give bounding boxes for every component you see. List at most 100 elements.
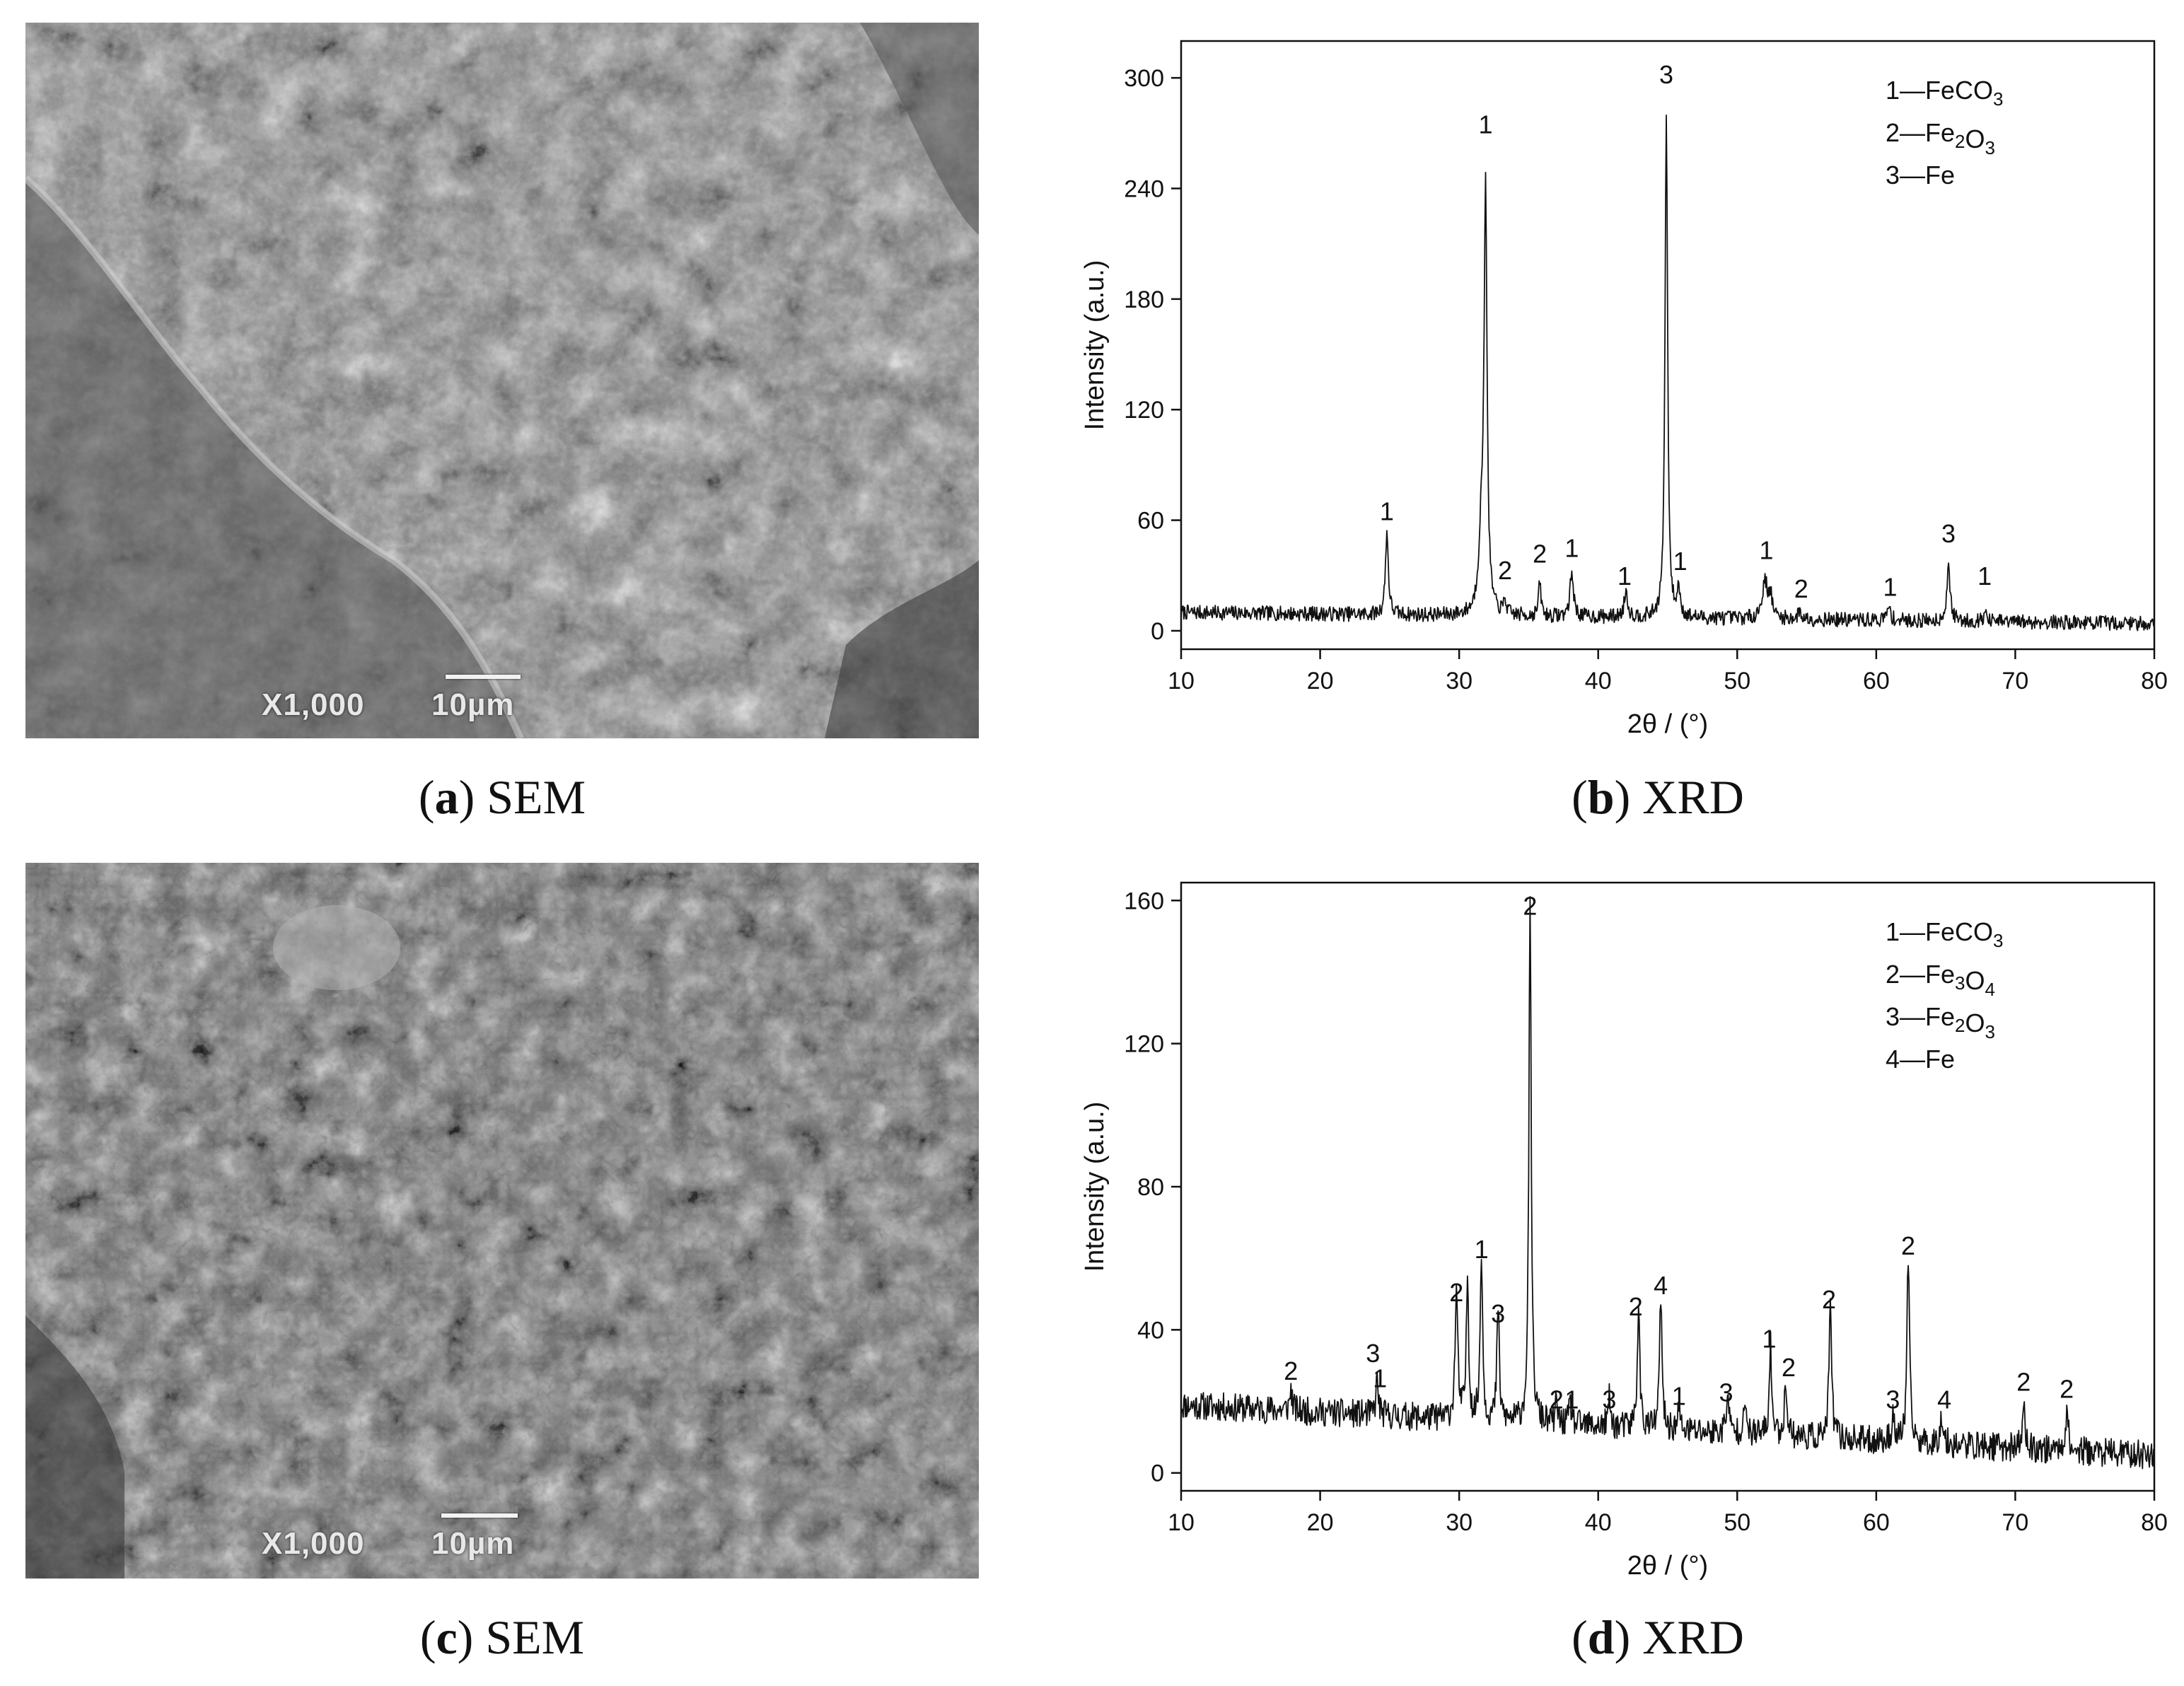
peak-annotation: 2 — [1498, 556, 1512, 585]
xrd-chart-d: 10 20 30 40 50 60 70 80 0 40 80 120 160 2θ / (°) Inten… — [1061, 856, 2184, 1605]
plot-frame — [1180, 40, 2156, 651]
sem-texture-c — [25, 863, 979, 1579]
peak-annotation: 1 — [1672, 1382, 1686, 1411]
legend-text: 4 — [1886, 1045, 1900, 1074]
diffraction-trace — [1180, 896, 2155, 1470]
legend-entry: 1—FeCO3 — [1886, 76, 2004, 110]
peak-annotation: 3 — [1366, 1339, 1380, 1368]
peak-annotation: 1 — [1475, 1235, 1489, 1264]
xrd-chart-d-svg: 10 20 30 40 50 60 70 80 0 40 80 120 160 2θ / (°) Inten… — [1080, 881, 2168, 1581]
caption-letter-c: c — [436, 1610, 458, 1664]
diffraction-trace — [1180, 115, 2155, 632]
legend-subscript: 2 — [1955, 131, 1965, 152]
x-tick-label: 20 — [1307, 1509, 1334, 1536]
sem-magnification-a: X1,000 — [262, 687, 365, 722]
legend-text: — — [1900, 118, 1925, 147]
peak-annotation: 2 — [1782, 1353, 1796, 1382]
legend-text: — — [1900, 76, 1925, 105]
peak-annotation: 2 — [2060, 1374, 2074, 1403]
caption-label-d: XRD — [1642, 1610, 1744, 1664]
legend-text: — — [1900, 161, 1925, 190]
peak-annotation: 1 — [1760, 535, 1774, 564]
legend-text: Fe — [1925, 960, 1955, 989]
peak-annotation: 1 — [1762, 1325, 1776, 1354]
x-tick-label: 30 — [1446, 1509, 1473, 1536]
caption-label-b: XRD — [1642, 770, 1744, 824]
legend-text: O — [1965, 1008, 1985, 1037]
xrd-chart-b-svg: 10 20 30 40 50 60 70 80 0 60 120 180 240 300 2θ / (°) I… — [1080, 40, 2168, 739]
x-tick-label: 20 — [1307, 668, 1334, 694]
caption-d: (d) XRD — [1572, 1610, 1744, 1664]
peak-annotation: 2 — [1794, 574, 1808, 603]
x-tick-label: 40 — [1585, 668, 1612, 694]
caption-letter-d: d — [1587, 1610, 1615, 1664]
peak-annotation: 3 — [1602, 1385, 1616, 1414]
legend-entry: 3—Fe2O3 — [1886, 1002, 1995, 1042]
x-axis-label: 2θ / (°) — [1627, 709, 1708, 739]
peak-annotation: 1 — [1883, 572, 1897, 601]
peak-annotation: 1 — [1380, 497, 1394, 526]
legend-text: O — [1965, 966, 1985, 995]
legend-text: 1 — [1886, 76, 1900, 105]
x-tick-label: 30 — [1446, 668, 1473, 694]
caption-a: (a) SEM — [418, 770, 586, 824]
legend-entry: 2—Fe2O3 — [1886, 118, 1995, 158]
x-tick-label: 10 — [1168, 1509, 1195, 1536]
x-tick-label: 50 — [1724, 1509, 1750, 1536]
peak-annotation: 2 — [1533, 540, 1547, 569]
x-tick-label: 50 — [1724, 668, 1750, 694]
x-tick-label: 80 — [2141, 1509, 2168, 1536]
y-tick-label: 180 — [1124, 286, 1164, 313]
xrd-chart-b: 10 20 30 40 50 60 70 80 0 60 120 180 240 300 2θ / (°) I… — [1061, 14, 2184, 764]
peak-annotation: 3 — [1941, 519, 1956, 548]
legend-text: O — [1965, 124, 1985, 153]
peak-annotation: 1 — [1564, 1385, 1579, 1414]
peak-annotation: 2 — [1901, 1231, 1915, 1260]
legend-text: FeCO — [1925, 917, 1993, 946]
legend-subscript: 3 — [1955, 972, 1965, 994]
legend-text: 3 — [1886, 161, 1900, 190]
x-tick-label: 70 — [2002, 1509, 2029, 1536]
peak-annotation: 4 — [1937, 1385, 1951, 1414]
caption-letter-b: b — [1587, 770, 1615, 824]
caption-c: (c) SEM — [419, 1610, 585, 1664]
x-tick-label: 70 — [2002, 668, 2029, 694]
peak-annotation: 2 — [1284, 1356, 1298, 1385]
x-tick-label: 60 — [1863, 668, 1890, 694]
caption-label-a: SEM — [487, 770, 586, 824]
legend-subscript: 4 — [1985, 979, 1995, 1000]
sem-scale-bar-a — [446, 675, 521, 679]
peak-annotation: 3 — [1491, 1299, 1505, 1328]
legend-text: — — [1900, 1002, 1925, 1031]
legend-text: Fe — [1925, 118, 1955, 147]
legend-entry: 4—Fe — [1886, 1045, 1955, 1074]
x-tick-label: 60 — [1863, 1509, 1890, 1536]
y-tick-label: 300 — [1124, 65, 1164, 92]
sem-texture-a — [25, 23, 979, 738]
sem-image-a: X1,000 10µm — [25, 23, 979, 738]
peak-annotation: 1 — [1977, 562, 1992, 591]
caption-letter-a: a — [434, 770, 459, 824]
sem-magnification-c: X1,000 — [262, 1526, 365, 1561]
y-tick-label: 80 — [1137, 1174, 1164, 1201]
legend-text: Fe — [1925, 1045, 1955, 1074]
legend-text: — — [1900, 1045, 1925, 1074]
peak-annotation: 1 — [1617, 562, 1632, 591]
caption-label-c: SEM — [485, 1610, 585, 1664]
peak-annotation: 2 — [1449, 1278, 1463, 1307]
peak-annotation: 1 — [1673, 547, 1688, 576]
sem-scale-label-c: 10µm — [431, 1526, 515, 1561]
legend-text: 2 — [1886, 960, 1900, 989]
peak-annotation: 3 — [1719, 1378, 1733, 1407]
y-tick-label: 0 — [1151, 618, 1164, 645]
y-tick-label: 0 — [1151, 1460, 1164, 1487]
y-tick-label: 160 — [1124, 888, 1164, 914]
legend-text: FeCO — [1925, 76, 1993, 105]
legend-text: 1 — [1886, 917, 1900, 946]
legend-subscript: 3 — [1993, 88, 2003, 110]
legend-entry: 1—FeCO3 — [1886, 917, 2004, 951]
peak-annotation: 1 — [1478, 110, 1492, 139]
x-tick-label: 40 — [1585, 1509, 1612, 1536]
sem-scale-bar-c — [441, 1513, 518, 1518]
peak-annotation: 3 — [1886, 1385, 1900, 1414]
